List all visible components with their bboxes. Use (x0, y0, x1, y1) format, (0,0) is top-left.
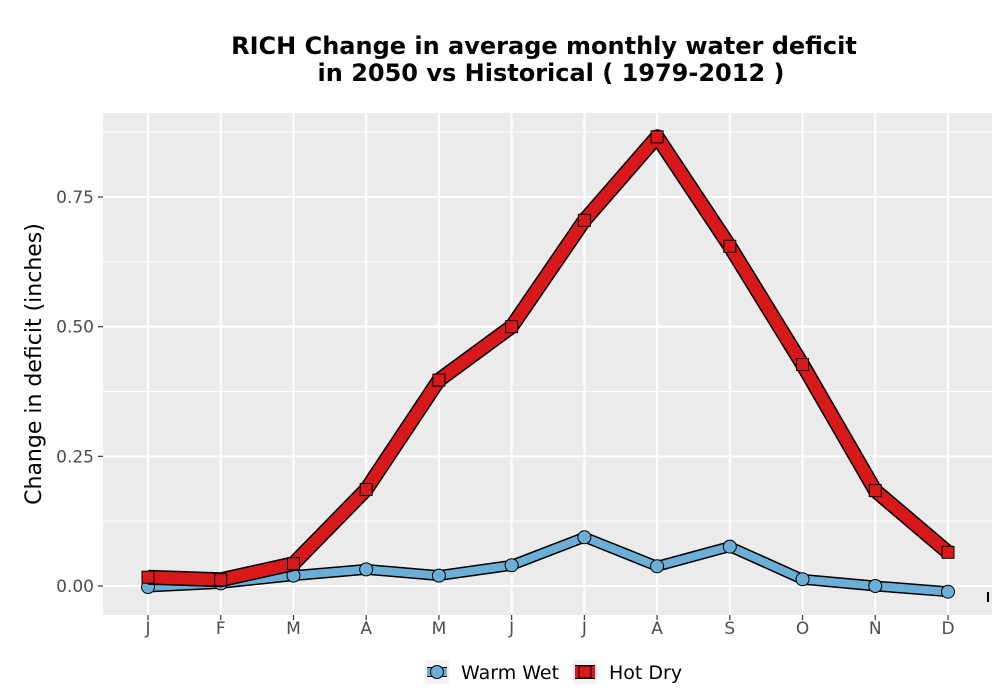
y-tick-label: 0.25 (56, 447, 94, 467)
x-tick-label: O (796, 619, 809, 639)
data-point-hot-dry (577, 213, 591, 227)
y-tick-label: 0.00 (56, 577, 94, 597)
data-point-hot-dry (868, 484, 882, 498)
y-axis-title: Change in deficit (inches) (22, 223, 47, 505)
y-tick-label: 0.50 (56, 318, 94, 338)
y-axis-ticks: 0.00 0.25 0.50 0.75 (56, 188, 103, 597)
series-line-warm-wet (147, 533, 949, 596)
legend-marker-warm-wet (430, 665, 444, 679)
x-tick-label: A (651, 619, 663, 639)
data-point-warm-wet (868, 579, 883, 593)
data-point-warm-wet (722, 539, 737, 554)
x-tick-label: F (216, 619, 226, 639)
x-tick-label: M (432, 619, 447, 639)
x-tick-label: S (724, 619, 735, 639)
legend-label-hot-dry: Hot Dry (609, 662, 682, 684)
data-point-hot-dry (214, 573, 228, 587)
data-point-hot-dry (941, 545, 955, 559)
x-tick-label: J (508, 619, 514, 639)
x-tick-label: M (286, 619, 301, 639)
legend-marker-hot-dry (578, 665, 592, 679)
clipped-legend-mark (987, 592, 989, 602)
data-point-warm-wet (359, 562, 374, 577)
data-point-warm-wet (431, 568, 446, 583)
x-tick-label: J (581, 619, 587, 639)
data-point-warm-wet (577, 530, 592, 545)
x-tick-label: A (360, 619, 372, 639)
chart-title-line2: in 2050 vs Historical ( 1979-2012 ) (318, 59, 785, 87)
data-point-hot-dry (359, 483, 373, 497)
x-tick-label: J (144, 619, 150, 639)
data-point-warm-wet (941, 584, 955, 599)
plot-panel (103, 113, 992, 615)
legend: Warm Wet Hot Dry (425, 660, 682, 684)
data-point-hot-dry (650, 130, 664, 144)
series-line-hot-dry (147, 130, 952, 586)
data-point-hot-dry (723, 239, 737, 253)
data-point-hot-dry (505, 320, 519, 334)
y-tick-label: 0.75 (56, 188, 94, 208)
data-point-hot-dry (286, 557, 300, 571)
data-point-warm-wet (795, 572, 810, 587)
data-point-hot-dry (141, 570, 155, 584)
data-point-warm-wet (504, 558, 519, 573)
data-point-warm-wet (650, 559, 665, 574)
x-tick-label: N (869, 619, 882, 639)
data-point-hot-dry (796, 358, 810, 372)
legend-label-warm-wet: Warm Wet (461, 662, 559, 684)
chart-title-line1: RICH Change in average monthly water def… (231, 32, 857, 60)
series-layer (141, 129, 955, 599)
x-tick-label: D (941, 619, 954, 639)
data-point-hot-dry (432, 373, 446, 387)
